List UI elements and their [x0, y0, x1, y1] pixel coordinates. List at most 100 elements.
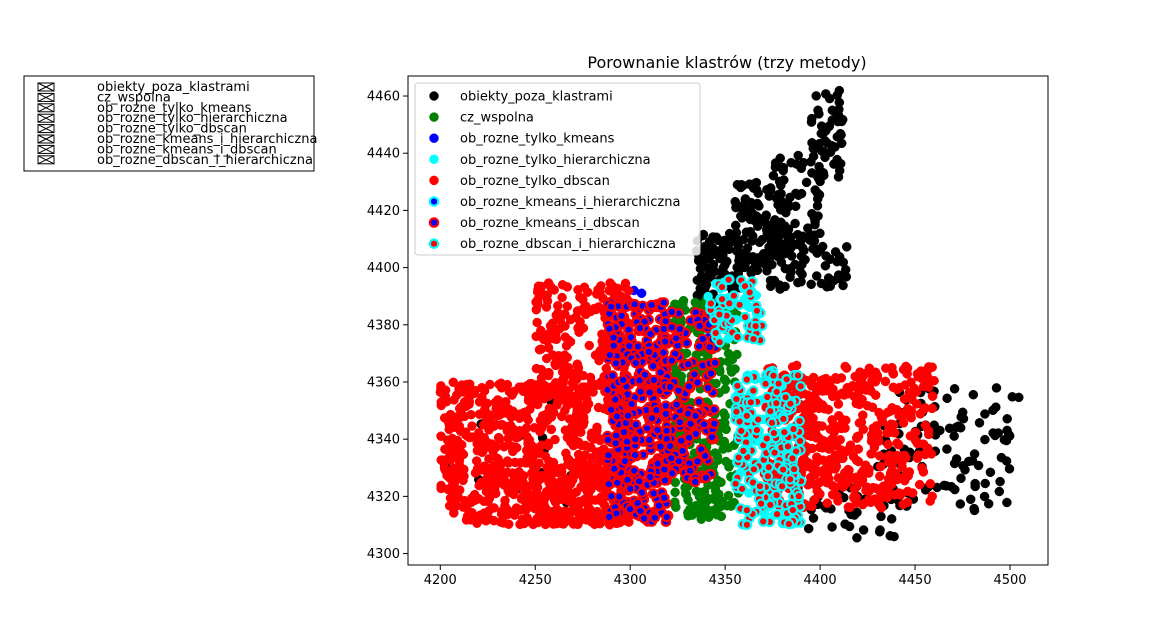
- data-point: [489, 503, 499, 513]
- data-point: [788, 463, 800, 475]
- data-point: [666, 355, 678, 366]
- data-point: [453, 492, 464, 503]
- data-point: [755, 498, 767, 509]
- data-point: [812, 201, 823, 211]
- data-point: [578, 473, 589, 484]
- legend-marker: [428, 196, 440, 207]
- data-point: [837, 114, 848, 125]
- data-point: [827, 522, 837, 532]
- data-point: [506, 441, 516, 451]
- data-point: [582, 287, 593, 297]
- data-point: [815, 176, 825, 187]
- data-point: [762, 266, 772, 276]
- data-point: [763, 461, 775, 473]
- x-axis: 4200 4250 4300 4350 4400 4450 4500: [424, 565, 1027, 588]
- data-point: [994, 486, 1005, 497]
- data-point: [782, 441, 794, 452]
- x-tick-label: 4300: [614, 573, 647, 588]
- data-point: [768, 227, 778, 238]
- data-point: [527, 479, 538, 489]
- data-point: [709, 418, 720, 429]
- data-point: [845, 440, 856, 450]
- data-point: [921, 368, 931, 379]
- data-point: [730, 196, 740, 207]
- data-point: [603, 478, 615, 490]
- data-point: [503, 404, 514, 414]
- data-point: [518, 408, 529, 418]
- data-point: [833, 172, 844, 182]
- data-point: [581, 404, 592, 415]
- data-point: [560, 309, 570, 319]
- data-point: [794, 415, 805, 427]
- data-point: [660, 400, 672, 411]
- data-point: [646, 412, 658, 424]
- y-tick-label: 4340: [367, 433, 400, 448]
- data-point: [983, 499, 994, 509]
- data-point: [586, 428, 597, 438]
- x-tick-label: 4450: [899, 573, 932, 588]
- data-point: [689, 476, 701, 488]
- data-point: [857, 371, 868, 382]
- data-point: [732, 380, 743, 392]
- data-point: [849, 493, 859, 503]
- data-point: [632, 341, 644, 352]
- data-point: [793, 490, 805, 502]
- data-point: [593, 402, 604, 413]
- data-point: [809, 494, 820, 505]
- data-point: [730, 478, 741, 489]
- data-point: [760, 378, 771, 390]
- data-point: [753, 258, 763, 268]
- data-point: [853, 431, 864, 441]
- data-point: [472, 518, 482, 528]
- data-point: [781, 226, 791, 237]
- data-point: [678, 295, 689, 306]
- data-point: [887, 421, 898, 431]
- x-tick-label: 4350: [709, 573, 742, 588]
- chart-title: Porownanie klastrów (trzy metody): [587, 53, 866, 72]
- data-point: [718, 250, 728, 261]
- data-point: [764, 405, 776, 417]
- data-point: [636, 487, 648, 498]
- data-point: [795, 267, 806, 277]
- data-point: [841, 415, 851, 426]
- data-point: [503, 481, 513, 491]
- data-point: [543, 367, 554, 378]
- data-point: [731, 393, 742, 405]
- data-point: [653, 500, 665, 511]
- data-point: [454, 384, 464, 394]
- data-point: [464, 396, 475, 407]
- data-point: [745, 396, 757, 408]
- data-point: [467, 388, 478, 398]
- outer-legend-frame: [23, 75, 315, 172]
- y-tick-label: 4460: [367, 90, 400, 105]
- data-point: [515, 519, 525, 530]
- data-point: [768, 427, 780, 439]
- data-point: [521, 504, 531, 515]
- data-point: [838, 280, 848, 291]
- data-point: [898, 499, 908, 510]
- data-point: [1004, 464, 1015, 474]
- data-point: [807, 379, 818, 390]
- data-point: [910, 435, 921, 446]
- data-point: [784, 473, 796, 485]
- data-point: [709, 357, 721, 369]
- x-tick-label: 4250: [519, 573, 552, 588]
- data-point: [479, 433, 490, 443]
- data-point: [949, 431, 959, 441]
- data-point: [562, 282, 573, 292]
- legend-marker: [429, 133, 439, 143]
- outer-legend-marker: [37, 134, 55, 144]
- data-point: [723, 490, 734, 501]
- data-point: [886, 514, 897, 524]
- data-point: [570, 420, 581, 430]
- data-point: [851, 455, 862, 466]
- data-point: [448, 377, 459, 388]
- x-tick-label: 4500: [993, 573, 1026, 588]
- legend-marker: [429, 112, 439, 122]
- data-point: [843, 464, 853, 475]
- data-point: [777, 464, 789, 475]
- data-point: [735, 182, 746, 193]
- data-point: [484, 493, 495, 503]
- data-point: [869, 442, 880, 453]
